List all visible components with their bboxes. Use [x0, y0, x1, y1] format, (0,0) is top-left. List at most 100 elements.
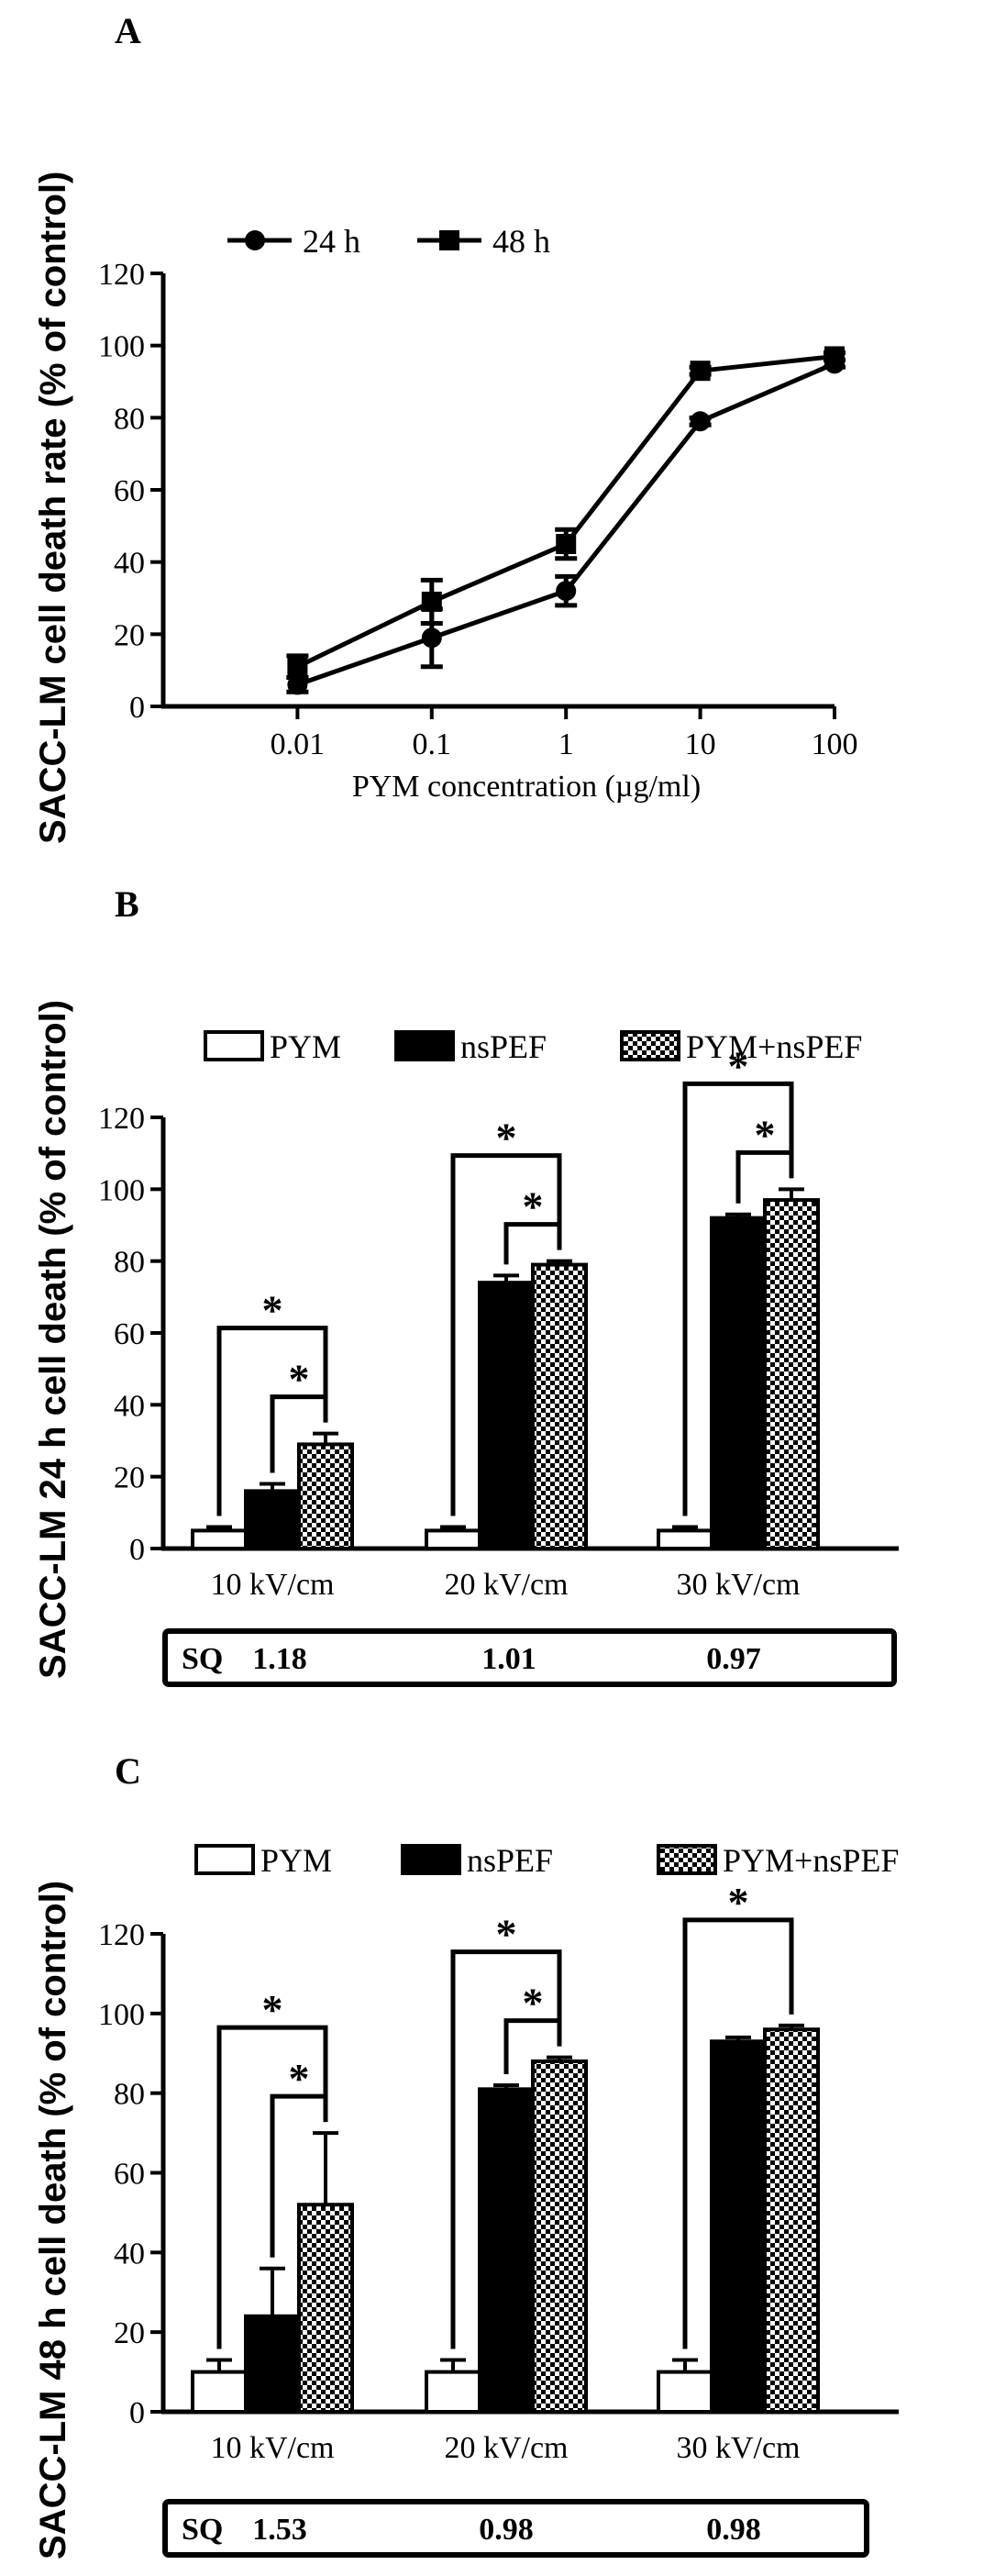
panel-a-y-tick-label: 100: [98, 330, 145, 364]
panel-c-significance-star: *: [523, 1980, 544, 2026]
panel-c-legend: PYM nsPEF PYM+nsPEF: [194, 1842, 899, 1879]
panel-c-sq-value: 0.98: [706, 2513, 761, 2547]
panel-b-sq-value: 1.18: [252, 1642, 307, 1676]
panel-b-bar-white: [657, 1528, 713, 1551]
panel-b-bar-checker: [297, 1442, 354, 1551]
panel-a-data-point: [287, 656, 308, 677]
panel-a-series-circle: [286, 353, 846, 695]
panel-a-legend-marker: [439, 230, 459, 250]
panel-c-group-3: 30 kV/cm *: [657, 1879, 820, 2465]
panel-a-x-tick-label: 0.1: [413, 727, 452, 761]
panel-a-y-tick-label: 120: [98, 258, 145, 292]
panel-c-y-tick-label: 40: [114, 2237, 145, 2271]
panel-c-bar-black: [710, 2039, 767, 2414]
panel-c-bracket-inner: [503, 2018, 562, 2074]
panel-a-y-tick-label: 0: [129, 691, 145, 725]
panel-a-y-tick-label: 80: [114, 402, 145, 436]
panel-b-sq-label: SQ: [182, 1642, 223, 1676]
panel-b-bracket-outer: [216, 1326, 328, 1516]
panel-b-sq-value: 1.01: [481, 1642, 536, 1676]
panel-a-axes: 0 20 40 60 80 100 120 0.01 0.1 1 10 100 PYM concentr…: [98, 258, 858, 804]
panel-c-sq-value: 1.53: [252, 2513, 307, 2547]
panel-c-category-label: 30 kV/cm: [676, 2431, 800, 2465]
panel-b-category-label: 20 kV/cm: [444, 1568, 568, 1602]
panel-a-line-chart: 0 20 40 60 80 100 120 0.01 0.1 1 10 100 PYM concentr…: [98, 223, 858, 804]
panel-c-y-tick-label: 20: [114, 2316, 145, 2350]
panel-a-data-point: [690, 411, 711, 432]
panel-b-y-tick-label: 80: [114, 1246, 145, 1280]
panel-letter-a: A: [115, 10, 141, 51]
panel-a-legend: 24 h 48 h: [227, 223, 550, 260]
panel-c-significance-star: *: [289, 2055, 310, 2102]
panel-b-sq-value: 0.97: [706, 1642, 761, 1676]
panel-a-x-tick-label: 10: [685, 727, 716, 761]
panel-c-legend-label: PYM: [260, 1842, 332, 1879]
panel-c-axes: 0 20 40 60 80 100 120: [98, 1918, 899, 2430]
panel-c-legend-swatch: [194, 1844, 255, 1875]
panel-b-group-2: 20 kV/cm **: [425, 1115, 588, 1602]
panel-c-bracket-outer: [216, 2025, 328, 2349]
panel-c-category-label: 20 kV/cm: [444, 2431, 568, 2465]
panel-a-y-tick-label: 40: [114, 547, 145, 581]
panel-c-bar-checker: [297, 2203, 354, 2414]
panel-c-bar-black: [244, 2314, 301, 2414]
panel-letter-b: B: [115, 883, 139, 925]
panel-c-bar-white: [657, 2370, 713, 2414]
panel-b-bracket-outer: [682, 1081, 794, 1516]
panel-a-x-tick-label: 100: [812, 727, 858, 761]
panel-b-legend-swatch: [394, 1030, 455, 1061]
panel-c-bracket-outer: [682, 1917, 794, 2349]
panel-a-data-point: [421, 627, 442, 649]
panel-b-sq-box: SQ 1.18 1.01 0.97: [162, 1628, 897, 1687]
panel-b-group-3: 30 kV/cm **: [657, 1042, 820, 1602]
panel-c-legend-swatch: [657, 1844, 717, 1875]
panel-b-y-tick-label: 40: [114, 1389, 145, 1423]
panel-a-data-point: [556, 581, 577, 602]
panel-a-series-line: [296, 361, 835, 687]
panel-b-bracket-outer: [450, 1153, 562, 1516]
panel-b-category-label: 30 kV/cm: [676, 1568, 800, 1602]
panel-c-legend-label: nsPEF: [467, 1842, 553, 1879]
panel-c-group-1: 10 kV/cm **: [191, 1986, 354, 2465]
panel-b-significance-star: *: [728, 1042, 749, 1089]
panel-a-x-axis-label: PYM concentration (µg/ml): [352, 770, 701, 804]
panel-a-data-point: [421, 591, 442, 612]
panel-c-y-tick-label: 100: [98, 1998, 145, 2032]
panel-b-bar-white: [191, 1528, 248, 1551]
panel-c-group-2: 20 kV/cm **: [425, 1911, 588, 2465]
panel-b-y-tick-label: 100: [98, 1173, 145, 1207]
panel-c-bar-checker: [763, 2027, 820, 2414]
panel-a-legend-marker: [245, 230, 265, 250]
panel-b-significance-star: *: [289, 1356, 310, 1403]
panel-a-y-tick-label: 60: [114, 474, 145, 508]
panel-b-legend-swatch: [620, 1030, 680, 1061]
panel-b-bar-black: [710, 1216, 767, 1550]
panel-b-legend-label: PYM+nsPEF: [686, 1028, 862, 1065]
panel-b-significance-star: *: [523, 1183, 544, 1230]
panel-c-legend-swatch: [401, 1844, 461, 1875]
panel-b-y-tick-label: 0: [129, 1533, 145, 1567]
panel-c-category-label: 10 kV/cm: [210, 2431, 334, 2465]
panel-b-category-label: 10 kV/cm: [210, 1568, 334, 1602]
panel-c-sq-box: SQ 1.53 0.98 0.98: [162, 2499, 869, 2558]
panel-a-x-tick-label: 1: [558, 727, 574, 761]
panel-a-y-tick-label: 20: [114, 618, 145, 652]
panel-b-bar-white: [425, 1528, 481, 1551]
panel-a-legend-label: 24 h: [303, 223, 360, 260]
panel-a-data-point: [556, 534, 577, 554]
panel-b-significance-star: *: [496, 1115, 517, 1161]
panel-b-legend: PYM nsPEF PYM+nsPEF: [204, 1028, 862, 1065]
panel-a-legend-label: 48 h: [492, 223, 550, 260]
panel-a-series-line: [296, 353, 835, 669]
panel-c-significance-star: *: [728, 1879, 749, 1926]
panel-a-data-point: [824, 346, 845, 367]
panel-a-x-tick-label: 0.01: [271, 727, 326, 761]
panel-c-y-tick-label: 120: [98, 1918, 145, 1952]
panel-b-y-tick-label: 20: [114, 1461, 145, 1495]
panel-b-legend-label: nsPEF: [460, 1028, 547, 1065]
panel-b-bar-checker: [763, 1198, 820, 1550]
panel-c-sq-label: SQ: [182, 2513, 223, 2547]
panel-c-bar-checker: [531, 2059, 588, 2414]
panel-c-significance-star: *: [496, 1911, 517, 1958]
